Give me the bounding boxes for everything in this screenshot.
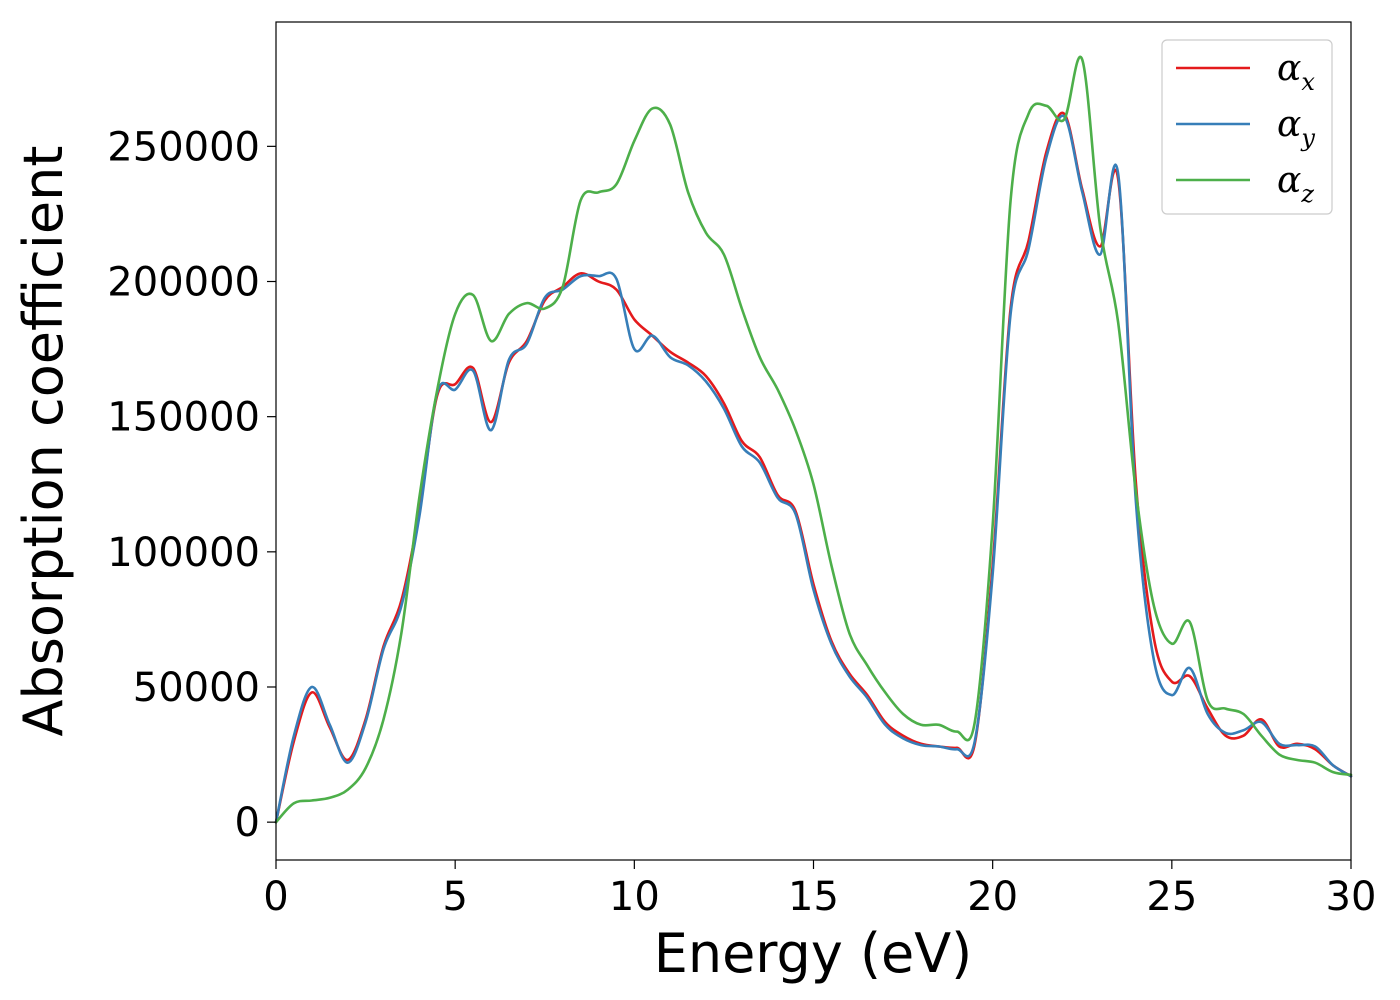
- legend-subscript: z: [1300, 180, 1314, 208]
- y-tick-label: 250000: [107, 124, 260, 170]
- y-tick-label: 200000: [107, 260, 260, 306]
- y-axis-title: Absorption coefficient: [12, 146, 75, 737]
- legend-frame: [1161, 39, 1333, 215]
- x-tick-label: 25: [1146, 874, 1197, 920]
- y-tick-label: 100000: [107, 530, 260, 576]
- x-tick-label: 5: [442, 874, 467, 920]
- series-layer: [274, 55, 1353, 824]
- series-line-alpha-z: [274, 55, 1353, 824]
- y-ticks: 0 50000 100000 150000 200000 250000: [107, 124, 276, 846]
- x-tick-label: 10: [609, 874, 660, 920]
- x-tick-label: 15: [788, 874, 839, 920]
- y-tick-label: 0: [235, 800, 260, 846]
- legend-subscript: y: [1300, 124, 1315, 152]
- legend-subscript: x: [1301, 68, 1315, 96]
- x-ticks: 0 5 10 15 20 25 30: [263, 860, 1376, 920]
- x-axis-title: Energy (eV): [654, 922, 973, 985]
- x-tick-label: 20: [967, 874, 1018, 920]
- x-tick-label: 30: [1326, 874, 1377, 920]
- series-line-alpha-y: [274, 114, 1353, 824]
- y-tick-label: 150000: [107, 395, 260, 441]
- y-tick-label: 50000: [133, 665, 260, 711]
- x-tick-label: 0: [263, 874, 288, 920]
